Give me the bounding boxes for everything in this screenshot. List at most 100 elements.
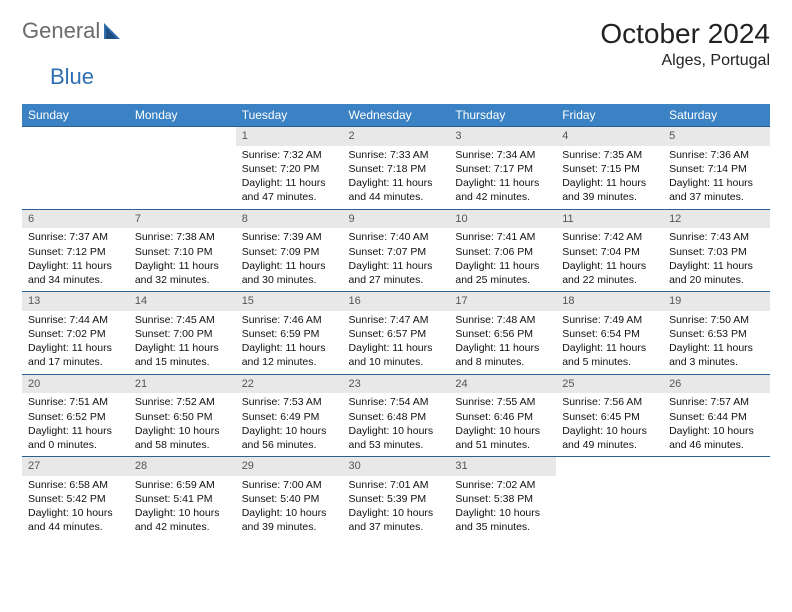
day-number: 5	[663, 127, 770, 146]
calendar-day-cell: 10Sunrise: 7:41 AMSunset: 7:06 PMDayligh…	[449, 209, 556, 292]
day-body: Sunrise: 7:36 AMSunset: 7:14 PMDaylight:…	[663, 146, 770, 209]
sunset-line: Sunset: 5:40 PM	[242, 492, 337, 506]
day-number: 16	[343, 292, 450, 311]
daylight-line: and 22 minutes.	[562, 273, 657, 287]
sunset-line: Sunset: 7:15 PM	[562, 162, 657, 176]
daylight-line: Daylight: 11 hours	[135, 341, 230, 355]
day-body: Sunrise: 6:58 AMSunset: 5:42 PMDaylight:…	[22, 476, 129, 539]
daylight-line: Daylight: 10 hours	[455, 424, 550, 438]
day-number: 9	[343, 210, 450, 229]
calendar-day-cell	[556, 457, 663, 539]
sunrise-line: Sunrise: 7:35 AM	[562, 148, 657, 162]
sunset-line: Sunset: 6:50 PM	[135, 410, 230, 424]
daylight-line: and 35 minutes.	[455, 520, 550, 534]
daylight-line: and 8 minutes.	[455, 355, 550, 369]
day-body: Sunrise: 7:52 AMSunset: 6:50 PMDaylight:…	[129, 393, 236, 456]
calendar-day-cell: 18Sunrise: 7:49 AMSunset: 6:54 PMDayligh…	[556, 292, 663, 375]
weekday-wednesday: Wednesday	[343, 104, 450, 127]
calendar-day-cell: 19Sunrise: 7:50 AMSunset: 6:53 PMDayligh…	[663, 292, 770, 375]
day-body: Sunrise: 7:46 AMSunset: 6:59 PMDaylight:…	[236, 311, 343, 374]
day-body: Sunrise: 7:44 AMSunset: 7:02 PMDaylight:…	[22, 311, 129, 374]
weekday-saturday: Saturday	[663, 104, 770, 127]
daylight-line: and 20 minutes.	[669, 273, 764, 287]
sunset-line: Sunset: 7:06 PM	[455, 245, 550, 259]
day-number: 3	[449, 127, 556, 146]
daylight-line: Daylight: 10 hours	[349, 424, 444, 438]
calendar-day-cell: 20Sunrise: 7:51 AMSunset: 6:52 PMDayligh…	[22, 374, 129, 457]
calendar-week-row: 6Sunrise: 7:37 AMSunset: 7:12 PMDaylight…	[22, 209, 770, 292]
daylight-line: Daylight: 11 hours	[455, 341, 550, 355]
sunset-line: Sunset: 7:18 PM	[349, 162, 444, 176]
sunrise-line: Sunrise: 7:48 AM	[455, 313, 550, 327]
sunrise-line: Sunrise: 7:54 AM	[349, 395, 444, 409]
sunrise-line: Sunrise: 7:41 AM	[455, 230, 550, 244]
daylight-line: and 44 minutes.	[28, 520, 123, 534]
location-label: Alges, Portugal	[600, 52, 770, 70]
daylight-line: and 5 minutes.	[562, 355, 657, 369]
day-body: Sunrise: 7:50 AMSunset: 6:53 PMDaylight:…	[663, 311, 770, 374]
day-body: Sunrise: 7:48 AMSunset: 6:56 PMDaylight:…	[449, 311, 556, 374]
calendar-day-cell: 27Sunrise: 6:58 AMSunset: 5:42 PMDayligh…	[22, 457, 129, 539]
day-body: Sunrise: 7:34 AMSunset: 7:17 PMDaylight:…	[449, 146, 556, 209]
sunrise-line: Sunrise: 7:42 AM	[562, 230, 657, 244]
sunset-line: Sunset: 7:02 PM	[28, 327, 123, 341]
sunset-line: Sunset: 7:20 PM	[242, 162, 337, 176]
day-number: 11	[556, 210, 663, 229]
day-body: Sunrise: 7:51 AMSunset: 6:52 PMDaylight:…	[22, 393, 129, 456]
day-body: Sunrise: 7:43 AMSunset: 7:03 PMDaylight:…	[663, 228, 770, 291]
calendar-day-cell: 31Sunrise: 7:02 AMSunset: 5:38 PMDayligh…	[449, 457, 556, 539]
daylight-line: Daylight: 11 hours	[135, 259, 230, 273]
daylight-line: and 12 minutes.	[242, 355, 337, 369]
daylight-line: and 42 minutes.	[455, 190, 550, 204]
sunrise-line: Sunrise: 7:47 AM	[349, 313, 444, 327]
calendar-day-cell: 3Sunrise: 7:34 AMSunset: 7:17 PMDaylight…	[449, 127, 556, 210]
calendar-day-cell: 15Sunrise: 7:46 AMSunset: 6:59 PMDayligh…	[236, 292, 343, 375]
calendar-day-cell: 4Sunrise: 7:35 AMSunset: 7:15 PMDaylight…	[556, 127, 663, 210]
sunrise-line: Sunrise: 7:38 AM	[135, 230, 230, 244]
daylight-line: and 32 minutes.	[135, 273, 230, 287]
day-number: 27	[22, 457, 129, 476]
sunrise-line: Sunrise: 7:01 AM	[349, 478, 444, 492]
sunset-line: Sunset: 7:14 PM	[669, 162, 764, 176]
sunset-line: Sunset: 7:00 PM	[135, 327, 230, 341]
sunrise-line: Sunrise: 6:59 AM	[135, 478, 230, 492]
calendar-day-cell: 11Sunrise: 7:42 AMSunset: 7:04 PMDayligh…	[556, 209, 663, 292]
daylight-line: and 34 minutes.	[28, 273, 123, 287]
calendar-day-cell: 1Sunrise: 7:32 AMSunset: 7:20 PMDaylight…	[236, 127, 343, 210]
day-body: Sunrise: 7:37 AMSunset: 7:12 PMDaylight:…	[22, 228, 129, 291]
calendar-day-cell: 13Sunrise: 7:44 AMSunset: 7:02 PMDayligh…	[22, 292, 129, 375]
calendar-day-cell: 2Sunrise: 7:33 AMSunset: 7:18 PMDaylight…	[343, 127, 450, 210]
sunset-line: Sunset: 7:10 PM	[135, 245, 230, 259]
daylight-line: Daylight: 11 hours	[349, 341, 444, 355]
day-number: 17	[449, 292, 556, 311]
daylight-line: and 47 minutes.	[242, 190, 337, 204]
calendar-week-row: 13Sunrise: 7:44 AMSunset: 7:02 PMDayligh…	[22, 292, 770, 375]
daylight-line: Daylight: 11 hours	[669, 176, 764, 190]
day-number: 31	[449, 457, 556, 476]
sunrise-line: Sunrise: 7:00 AM	[242, 478, 337, 492]
calendar-day-cell: 5Sunrise: 7:36 AMSunset: 7:14 PMDaylight…	[663, 127, 770, 210]
sunset-line: Sunset: 7:12 PM	[28, 245, 123, 259]
sunrise-line: Sunrise: 7:32 AM	[242, 148, 337, 162]
calendar-table: Sunday Monday Tuesday Wednesday Thursday…	[22, 104, 770, 539]
day-number: 24	[449, 375, 556, 394]
daylight-line: Daylight: 10 hours	[242, 506, 337, 520]
day-body: Sunrise: 7:39 AMSunset: 7:09 PMDaylight:…	[236, 228, 343, 291]
daylight-line: and 3 minutes.	[669, 355, 764, 369]
calendar-day-cell: 17Sunrise: 7:48 AMSunset: 6:56 PMDayligh…	[449, 292, 556, 375]
day-body: Sunrise: 7:55 AMSunset: 6:46 PMDaylight:…	[449, 393, 556, 456]
calendar-header-row: Sunday Monday Tuesday Wednesday Thursday…	[22, 104, 770, 127]
daylight-line: Daylight: 11 hours	[562, 259, 657, 273]
calendar-day-cell: 30Sunrise: 7:01 AMSunset: 5:39 PMDayligh…	[343, 457, 450, 539]
sunrise-line: Sunrise: 6:58 AM	[28, 478, 123, 492]
day-number: 4	[556, 127, 663, 146]
daylight-line: Daylight: 11 hours	[562, 176, 657, 190]
day-number: 14	[129, 292, 236, 311]
daylight-line: and 10 minutes.	[349, 355, 444, 369]
weekday-tuesday: Tuesday	[236, 104, 343, 127]
daylight-line: and 39 minutes.	[242, 520, 337, 534]
sunset-line: Sunset: 6:56 PM	[455, 327, 550, 341]
sunset-line: Sunset: 6:48 PM	[349, 410, 444, 424]
day-body: Sunrise: 7:35 AMSunset: 7:15 PMDaylight:…	[556, 146, 663, 209]
daylight-line: Daylight: 10 hours	[135, 506, 230, 520]
